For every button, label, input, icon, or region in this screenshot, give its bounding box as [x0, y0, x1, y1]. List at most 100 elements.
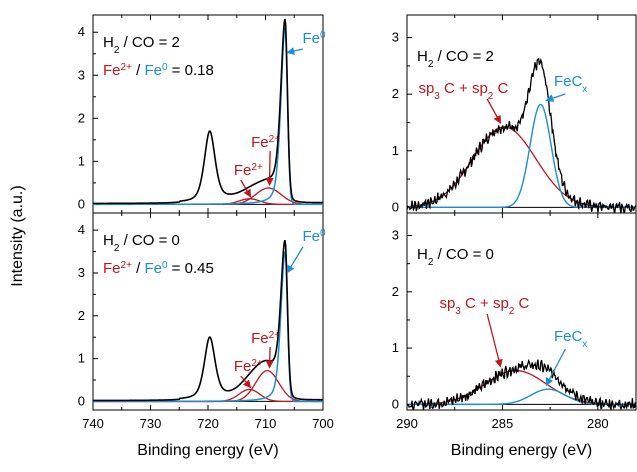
text-span: 0: [162, 62, 168, 73]
text-span: Fe: [303, 30, 321, 47]
y-tick-label: 0: [392, 396, 399, 411]
text-span: C + sp: [440, 80, 488, 97]
carbon-arrow: [486, 313, 503, 368]
y-tick-label: 3: [78, 265, 85, 280]
text-span: H: [103, 232, 114, 249]
y-tick-label: 0: [78, 196, 85, 211]
text-span: Fe: [103, 260, 121, 277]
text-span: /: [132, 62, 145, 79]
text-span: 2: [488, 91, 494, 102]
x-tick-label: 730: [140, 416, 162, 431]
x-tick-label: 285: [492, 416, 514, 431]
text-span: C: [514, 295, 529, 312]
experimental-spectrum-line: [93, 239, 323, 402]
x-tick-label: 740: [82, 416, 104, 431]
text-span: H: [417, 246, 428, 263]
fe0-annotation: Fe0: [303, 228, 327, 246]
y-tick-label: 0: [78, 393, 85, 408]
fe0-arrow: [286, 246, 304, 274]
text-span: 2: [114, 45, 120, 56]
text-span: 2+: [269, 134, 281, 145]
text-span: / CO = 2: [119, 34, 179, 51]
text-span: = 0.18: [168, 62, 214, 79]
text-span: sp: [418, 80, 434, 97]
y-tick-label: 2: [78, 308, 85, 323]
fe2-annotation-b: Fe2+: [234, 162, 263, 180]
y-tick-label: 0: [392, 199, 399, 214]
fe2-arrow-b: [240, 375, 252, 389]
text-span: /: [132, 260, 145, 277]
fe2-annotation-a: Fe2+: [251, 134, 280, 152]
fecx-arrow: [545, 93, 566, 102]
fe2-component-a-line: [93, 369, 323, 403]
y-axis-label: Intensity (a.u.): [9, 185, 26, 286]
plot-frame: [406, 212, 637, 411]
text-span: 2+: [251, 162, 263, 173]
x-axis-label: Binding energy (eV): [137, 442, 278, 459]
text-span: FeC: [554, 328, 583, 345]
text-span: Fe: [251, 134, 269, 151]
y-tick-label: 1: [78, 153, 85, 168]
fe-ratio-label: Fe2+ / Fe0 = 0.18: [103, 62, 214, 80]
text-span: 2: [428, 257, 434, 268]
y-tick-label: 2: [392, 86, 399, 101]
text-span: 2: [509, 306, 515, 317]
text-span: 0: [320, 228, 326, 239]
y-tick-label: 4: [78, 24, 85, 39]
y-tick-label: 3: [78, 67, 85, 82]
fe0-arrow: [286, 47, 304, 55]
condition-label: H2 / CO = 0: [417, 246, 494, 268]
text-span: Fe: [103, 62, 121, 79]
text-span: / CO = 0: [119, 232, 179, 249]
x-tick-label: 700: [312, 416, 334, 431]
y-tick-label: 2: [78, 110, 85, 125]
text-span: Fe: [144, 62, 162, 79]
y-tick-label: 3: [392, 228, 399, 243]
text-span: 0: [162, 260, 168, 271]
text-span: / CO = 0: [433, 246, 493, 263]
fe2-arrow-a: [265, 346, 274, 369]
text-span: Fe: [303, 228, 321, 245]
panel-fe-bottom: 0 1 2 3 4 740 730 720 710 700 Binding energy (eV) H…: [78, 212, 334, 459]
fe2-annotation-a: Fe2+: [251, 330, 280, 348]
text-span: C + sp: [461, 295, 509, 312]
fe2-annotation-b: Fe2+: [234, 358, 263, 376]
fecx-arrow: [545, 348, 566, 387]
text-span: H: [103, 34, 114, 51]
fecx-annotation: FeCx: [554, 73, 587, 95]
fe-ratio-label: Fe2+ / Fe0 = 0.45: [103, 260, 214, 278]
text-span: 2: [114, 243, 120, 254]
text-span: 2+: [269, 330, 281, 341]
text-span: / CO = 2: [433, 48, 493, 65]
x-tick-label: 280: [587, 416, 609, 431]
fe0-component-line: [93, 251, 323, 403]
experimental-spectrum-line: [407, 358, 636, 410]
condition-label: H2 / CO = 2: [417, 48, 494, 70]
y-tick-label: 4: [78, 222, 85, 237]
condition-label: H2 / CO = 2: [103, 34, 180, 56]
text-span: sp: [439, 295, 455, 312]
text-span: 2+: [251, 358, 263, 369]
condition-label: H2 / CO = 0: [103, 232, 180, 254]
text-span: Fe: [144, 260, 162, 277]
text-span: Fe: [234, 358, 252, 375]
text-span: x: [582, 84, 587, 95]
fe2-component-a-line: [93, 187, 323, 206]
text-span: 2+: [121, 260, 133, 271]
y-tick-label: 2: [392, 284, 399, 299]
fecx-annotation: FeCx: [554, 328, 587, 350]
x-tick-label: 710: [255, 416, 277, 431]
text-span: 0: [320, 30, 326, 41]
fecx-component-line: [407, 103, 636, 209]
text-span: Fe: [234, 162, 252, 179]
experimental-spectrum-line: [93, 18, 323, 205]
x-tick-label: 290: [396, 416, 418, 431]
carbon-annotation: sp3 C + sp2 C: [439, 295, 529, 317]
text-span: 3: [455, 306, 461, 317]
fe0-component-line: [93, 27, 323, 206]
carbon-annotation: sp3 C + sp2 C: [418, 80, 508, 102]
fe2-arrow-b: [240, 179, 252, 198]
text-span: 3: [434, 91, 440, 102]
